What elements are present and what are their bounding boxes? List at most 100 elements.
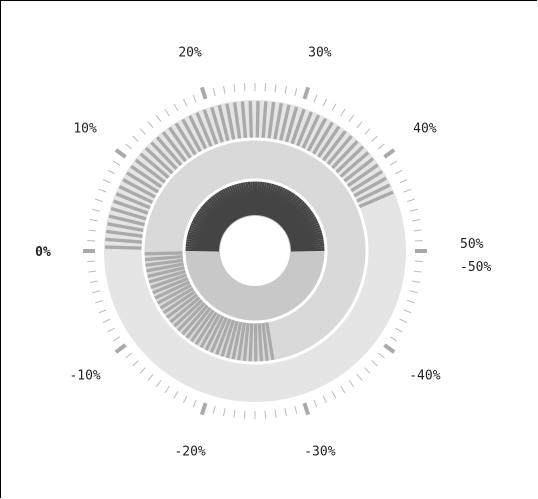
inner-ring-bar [259,181,268,216]
minor-tick [233,409,236,418]
minor-tick [183,98,188,107]
inner-ring-bar [194,214,225,234]
minor-tick [223,85,226,94]
inner-ring-bar [284,211,315,233]
inner-ring-bar [288,224,321,240]
middle-ring-bar [144,254,184,262]
minor-tick [155,380,162,388]
inner-ring-bar [281,204,309,229]
minor-tick [243,410,246,419]
minor-tick [340,385,346,394]
inner-ring-bar [191,220,223,237]
inner-ring-bar [285,214,316,234]
inner-ring-bar [185,241,220,248]
major-tick [383,343,396,354]
major-tick [383,148,396,159]
minor-tick [294,88,298,97]
inner-ring-bar [255,181,260,216]
major-tick [114,343,127,354]
middle-ring-bar [194,311,219,346]
minor-tick [331,103,337,112]
inner-ring-bar [274,193,297,223]
inner-ring-bar [279,200,306,227]
middle-ring-bar [180,304,209,336]
ring-separator [182,178,328,324]
minor-tick [139,367,146,374]
minor-tick [212,88,216,97]
inner-ring-bar [198,207,227,231]
minor-tick [377,352,385,359]
minor-tick [164,385,170,394]
minor-tick [95,198,103,203]
minor-tick [92,208,101,212]
middle-ring-bar [156,283,193,305]
inner-ring-bar [277,197,302,225]
inner-ring-bar [206,199,232,226]
inner-ring-bar [226,186,242,219]
inner-ring-bar [290,246,325,251]
middle-ring-bar [153,280,191,300]
inner-ring-bar [185,246,220,251]
inner-ring-bar [228,185,244,218]
middle-ring-bar [209,316,228,354]
minor-tick [89,280,98,283]
middle-ring-bar [231,321,243,361]
inner-ring-bar [199,206,228,230]
minor-tick [88,229,97,232]
minor-tick [371,135,378,142]
inner-ring-bar [262,182,272,217]
minor-tick [389,336,398,342]
inner-ring-bar [220,189,239,221]
minor-tick [389,160,398,166]
inner-ring-bar [285,216,317,235]
middle-ring-bar [168,296,201,324]
minor-tick [132,360,139,367]
minor-tick [377,143,385,150]
minor-tick [348,380,355,388]
middle-ring-bar [144,258,184,267]
inner-ring-bar [247,181,253,216]
inner-ring-bar [290,236,324,246]
minor-tick [412,219,421,222]
middle-ring-bar [257,322,264,362]
minor-tick [340,108,346,117]
tick-label: 10% [73,122,97,137]
inner-ring-bar [273,191,295,222]
major-tick [199,86,208,100]
minor-tick [294,405,298,414]
minor-tick [87,260,96,263]
minor-tick [98,309,107,314]
tick-label: 20% [178,45,202,60]
inner-ring-bar [287,222,320,238]
minor-tick [89,219,98,222]
minor-tick [264,83,267,92]
gauge-tick-labels: 0% 10% 20% 30% 40% 50% -50% -40% -30% -20% -10% [35,45,491,459]
tick-label: 50% [460,237,484,252]
minor-tick [364,367,371,374]
middle-ring-bar [242,322,250,362]
inner-ring-bar [187,231,221,243]
inner-ring-bar [233,183,246,217]
middle-ring-bar [199,313,222,349]
minor-tick [147,373,154,381]
inner-ring-bar [260,182,270,216]
inner-ring-bar [287,220,319,237]
inner-ring-bar [186,234,221,244]
minor-tick [394,169,403,175]
minor-tick [407,198,415,203]
minor-tick [322,395,327,404]
minor-tick [284,408,287,417]
inner-ring-bar [211,194,235,223]
tick-label: -20% [174,445,205,460]
inner-ring-bar [238,182,248,217]
minor-tick [313,399,318,408]
inner-ring-bar [264,183,277,217]
minor-tick [284,85,287,94]
minor-tick [107,169,116,175]
inner-ring-bar [286,218,318,236]
middle-ring-bar [237,321,246,362]
minor-tick [173,390,179,399]
minor-tick [95,299,103,304]
